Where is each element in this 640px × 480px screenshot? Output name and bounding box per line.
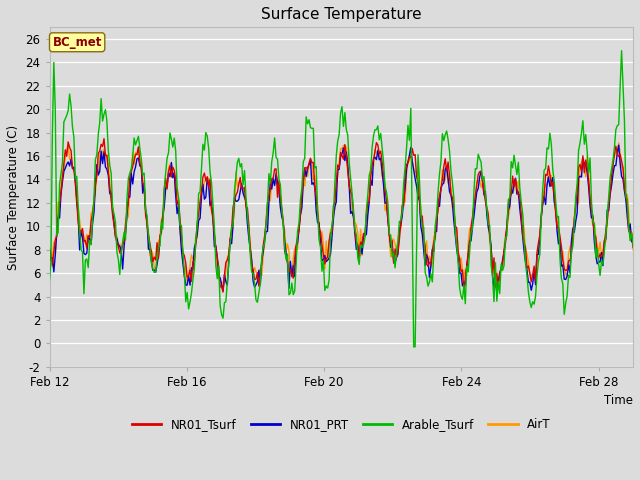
Title: Surface Temperature: Surface Temperature [261,7,422,22]
Y-axis label: Surface Temperature (C): Surface Temperature (C) [7,124,20,270]
Text: BC_met: BC_met [52,36,102,49]
Legend: NR01_Tsurf, NR01_PRT, Arable_Tsurf, AirT: NR01_Tsurf, NR01_PRT, Arable_Tsurf, AirT [127,413,556,436]
X-axis label: Time: Time [604,395,633,408]
